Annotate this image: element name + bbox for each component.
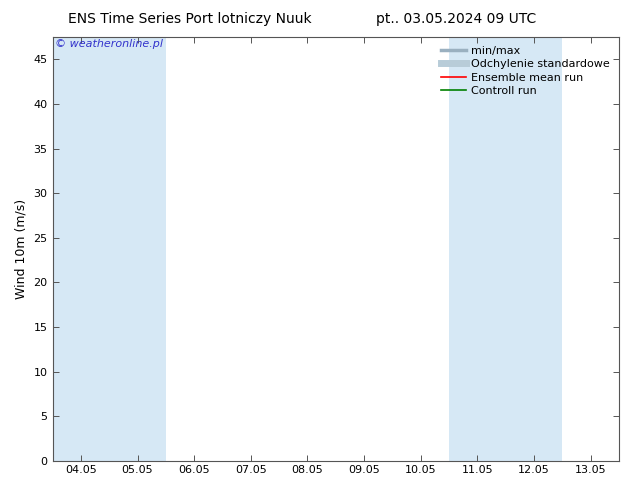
Text: pt.. 03.05.2024 09 UTC: pt.. 03.05.2024 09 UTC xyxy=(377,12,536,26)
Bar xyxy=(53,37,109,461)
Legend: min/max, Odchylenie standardowe, Ensemble mean run, Controll run: min/max, Odchylenie standardowe, Ensembl… xyxy=(438,43,614,99)
Bar xyxy=(506,37,562,461)
Text: © weatheronline.pl: © weatheronline.pl xyxy=(55,39,164,49)
Bar xyxy=(449,37,506,461)
Text: ENS Time Series Port lotniczy Nuuk: ENS Time Series Port lotniczy Nuuk xyxy=(68,12,312,26)
Y-axis label: Wind 10m (m/s): Wind 10m (m/s) xyxy=(15,199,28,299)
Bar xyxy=(109,37,166,461)
